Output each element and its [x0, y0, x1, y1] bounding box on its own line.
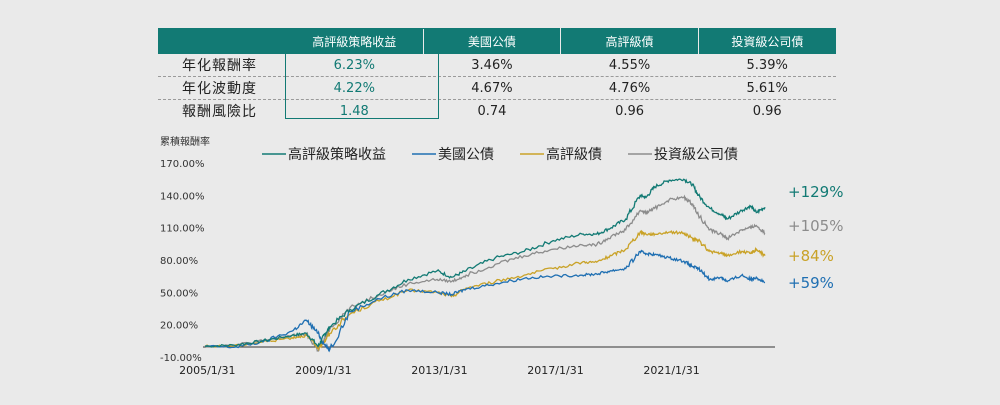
table-cell: 0.96 — [752, 103, 782, 119]
table-cell: 0.74 — [477, 103, 507, 119]
table-cell: 4.76% — [560, 76, 699, 100]
row-label: 年化報酬率 — [158, 54, 286, 77]
header-high-grade: 高評級債 — [560, 28, 699, 54]
row-label: 報酬風險比 — [182, 104, 257, 120]
header-ig-corporate: 投資級公司債 — [698, 28, 836, 54]
y-tick-label: 80.00% — [160, 256, 198, 267]
x-tick-label: 2017/1/31 — [527, 364, 583, 377]
stats-row-return: 年化報酬率 6.23% 3.46% 4.55% 5.39% — [158, 54, 836, 77]
x-tick-label: 2021/1/31 — [643, 364, 699, 377]
table-cell: 6.23% — [285, 54, 424, 77]
stats-row-volatility: 年化波動度 4.22% 4.67% 4.76% 5.61% — [158, 76, 836, 100]
stats-header-row: 高評級策略收益 美國公債 高評級債 投資級公司債 — [158, 28, 836, 54]
x-tick-label: 2013/1/31 — [411, 364, 467, 377]
series-line-3 — [204, 194, 766, 352]
end-value-label: +59% — [788, 274, 834, 292]
y-tick-label: 20.00% — [160, 321, 198, 332]
y-tick-label: 50.00% — [160, 288, 198, 299]
table-cell: 5.61% — [698, 76, 836, 100]
table-cell: 0.96 — [615, 103, 645, 119]
x-tick-label: 2005/1/31 — [179, 364, 235, 377]
y-tick-label: 140.00% — [160, 191, 205, 202]
y-axis-title: 累積報酬率 — [160, 135, 210, 148]
table-cell: 5.39% — [698, 54, 836, 77]
x-tick-label: 2009/1/31 — [295, 364, 351, 377]
row-label: 年化波動度 — [158, 76, 286, 100]
y-tick-label: 110.00% — [160, 224, 205, 235]
table-cell: 4.67% — [423, 76, 561, 100]
y-tick-label: 170.00% — [160, 159, 205, 170]
table-cell: 4.22% — [285, 76, 424, 100]
legend-label: 高評級策略收益 — [288, 146, 386, 163]
header-strategy: 高評級策略收益 — [285, 28, 424, 54]
stats-table: 高評級策略收益 美國公債 高評級債 投資級公司債 年化報酬率 6.23% 3.4… — [158, 28, 836, 122]
y-tick-label: -10.00% — [160, 353, 202, 364]
series-line-0 — [205, 178, 766, 348]
legend-label: 投資級公司債 — [654, 147, 738, 163]
stats-row-ratio: 報酬風險比 1.48 0.74 0.96 0.96 — [158, 100, 836, 123]
table-cell: 1.48 — [339, 103, 369, 119]
table-cell: 3.46% — [423, 54, 561, 77]
header-treasury: 美國公債 — [423, 28, 562, 54]
end-value-label: +84% — [788, 247, 834, 265]
end-value-label: +105% — [788, 217, 843, 235]
table-cell: 4.55% — [560, 54, 699, 77]
legend-label: 高評級債 — [546, 146, 602, 163]
header-empty — [158, 28, 286, 54]
series-line-1 — [204, 249, 766, 353]
series-line-2 — [204, 229, 766, 352]
legend-label: 美國公債 — [438, 147, 494, 163]
end-value-label: +129% — [788, 183, 843, 201]
